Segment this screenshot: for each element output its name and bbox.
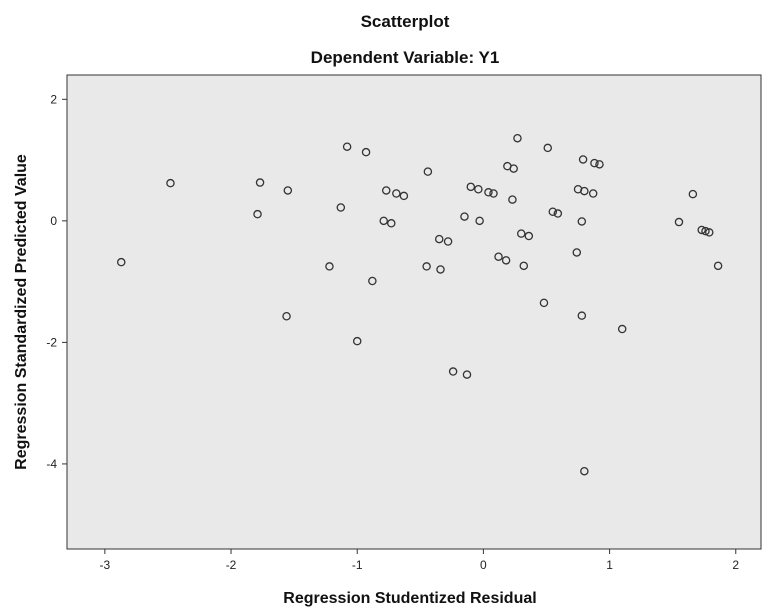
scatter-point [489,189,498,198]
plot-area [66,74,762,550]
scatter-point [572,248,582,257]
scatter-point [460,212,469,221]
scatter-point [475,216,484,226]
scatter-point [595,160,604,169]
scatter-point [255,178,265,187]
y-axis: 2 0 -2 -4 [46,92,67,471]
scatter-point [352,336,362,346]
x-tick-label: -2 [226,558,237,572]
scatter-point [508,195,517,204]
x-tick-label: -3 [100,558,111,572]
y-tick-label: 0 [50,214,57,228]
scatter-point [387,219,396,228]
scatter-point [577,311,587,320]
scatter-point [443,237,453,246]
scatter-point [539,298,549,308]
scatter-point [588,189,598,198]
x-tick-label: 0 [480,558,487,572]
scatter-point [580,186,589,196]
scatter-point [501,256,511,265]
scatter-point [368,276,377,286]
scatter-point [423,167,433,176]
scatter-point [381,186,391,195]
scatter-point [617,324,627,334]
x-axis: -3 -2 -1 0 1 2 [100,549,739,572]
scatter-point [484,188,493,197]
scatter-point [166,178,175,188]
scatter-point [509,164,518,173]
y-tick-label: 2 [50,92,57,106]
scatter-point [578,155,588,164]
scatter-point [466,182,476,192]
scatter-point [474,184,483,194]
scatter-point [336,203,346,212]
scatter-point [253,209,262,219]
scatter-point [543,143,553,153]
scatter-point [282,312,291,321]
scatter-point [697,225,706,235]
scatter-point [361,147,371,157]
scatter-point [392,189,401,198]
scatter-point [519,261,529,271]
data-points [117,133,723,476]
scatter-point [701,226,710,236]
scatter-point [524,231,534,241]
scatter-point [590,158,599,168]
scatter-point [283,186,293,195]
scatter-point [705,228,714,237]
scatter-point [117,257,126,267]
chart-title: Scatterplot [361,12,450,31]
x-tick-label: 1 [606,558,613,572]
scatter-point [553,209,563,218]
x-tick-label: 2 [732,558,739,572]
scatter-point [436,265,445,274]
scatter-point [434,234,444,244]
scatter-point [580,466,589,476]
scatter-point [342,142,352,151]
x-axis-label: Regression Studentized Residual [283,590,536,607]
scatter-point [494,252,503,261]
y-tick-label: -4 [46,457,57,471]
scatter-point [462,370,472,379]
scatter-point [399,191,409,201]
scatter-point [513,133,522,143]
scatter-point [548,207,558,216]
scatter-point [577,217,587,226]
scatter-point [688,189,698,199]
y-axis-label: Regression Standardized Predicted Value [13,154,30,470]
scatter-point [674,217,684,227]
y-tick-label: -2 [46,335,57,349]
chart-subtitle: Dependent Variable: Y1 [311,48,500,67]
x-tick-label: -1 [352,558,363,572]
scatter-point [325,262,334,271]
scatter-point [422,262,431,271]
scatter-point [517,229,526,238]
scatter-point [379,216,388,226]
scatter-point [713,261,723,271]
scatter-point [448,367,458,376]
